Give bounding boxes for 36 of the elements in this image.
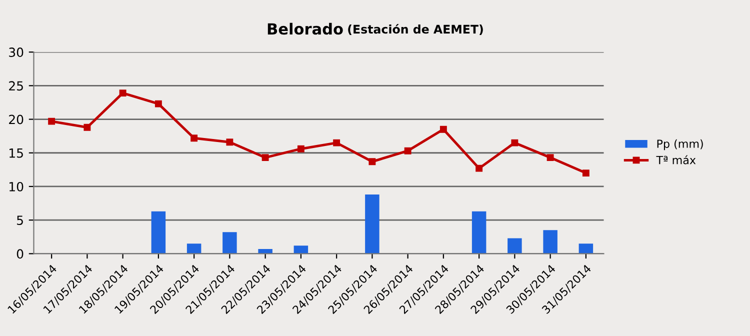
point [440,126,447,133]
point [546,154,554,162]
y-tick-label: 0 [16,249,24,259]
legend-label: Tª máx [656,155,696,164]
point [297,145,304,152]
chart-title: Belorado [268,22,343,35]
y-tick-label: 10 [9,182,24,192]
bar [365,194,380,254]
point [333,139,340,146]
bar [151,211,166,254]
bar [543,230,558,254]
bar [508,238,522,254]
bar [472,211,486,254]
point [404,147,412,154]
bar [578,244,594,254]
point [119,90,126,97]
point [368,158,376,166]
point [511,139,518,146]
y-tick-label: 25 [9,81,23,91]
point [48,118,56,125]
point [190,134,198,142]
y-tick-label: 5 [17,216,23,226]
y-tick-label: 20 [9,114,24,124]
bar [222,232,237,254]
bar [186,244,202,254]
legend-label: Pp (mm) [657,139,703,150]
point [84,124,91,131]
y-tick-label: 30 [9,48,24,58]
point [262,154,269,162]
bar [294,246,308,254]
chart-subtitle: (Estación de AEMET) [348,24,483,36]
point [582,170,590,177]
point [226,138,234,146]
y-tick-label: 15 [9,148,23,158]
point [476,164,483,172]
point [154,100,162,108]
